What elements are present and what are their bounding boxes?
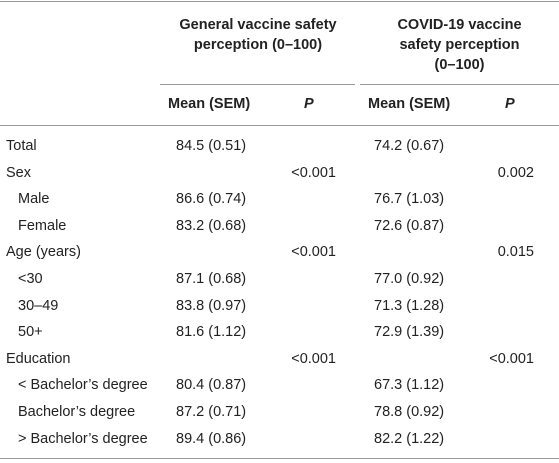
cell-covid-mean: 72.9 (1.39) xyxy=(374,324,445,341)
row-label: Sex xyxy=(6,164,31,181)
row-label: Bachelor’s degree xyxy=(18,404,136,420)
cell-covid-p: 0.002 xyxy=(497,164,534,181)
cell-general-mean: 87.2 (0.71) xyxy=(176,404,247,420)
row-label: 50+ xyxy=(18,324,43,341)
cell-general-mean: 86.6 (0.74) xyxy=(176,191,247,208)
cell-covid-p: 0.015 xyxy=(497,244,534,261)
bottom-rule xyxy=(0,458,559,459)
cell-general-mean: 83.2 (0.68) xyxy=(176,217,247,234)
row-label: > Bachelor’s degree xyxy=(18,430,148,447)
header-bottom-rule xyxy=(0,125,559,126)
cell-general-mean: 80.4 (0.87) xyxy=(176,377,247,394)
group-header-general: General vaccine safety perception (0–100… xyxy=(158,15,358,55)
group-header-general-line2: perception (0–100) xyxy=(193,37,323,53)
row-label: Age (years) xyxy=(6,244,81,261)
cell-covid-mean: 77.0 (0.92) xyxy=(374,271,445,287)
row-label: Education xyxy=(6,350,71,367)
col-header-covid-mean: Mean (SEM) xyxy=(368,96,451,112)
row-label: Total xyxy=(6,138,37,154)
cell-covid-mean: 72.6 (0.87) xyxy=(374,217,445,234)
cell-general-mean: 81.6 (1.12) xyxy=(176,324,247,341)
cell-general-mean: 89.4 (0.86) xyxy=(176,430,247,447)
group-header-covid-line1: COVID-19 vaccine xyxy=(397,17,522,33)
group-header-general-line1: General vaccine safety xyxy=(179,17,337,33)
cell-covid-mean: 74.2 (0.67) xyxy=(374,138,445,154)
cell-covid-mean: 67.3 (1.12) xyxy=(374,377,445,394)
cell-covid-mean: 78.8 (0.92) xyxy=(374,404,445,420)
col-header-general-mean: Mean (SEM) xyxy=(168,96,251,112)
cell-covid-mean: 76.7 (1.03) xyxy=(374,191,445,208)
cell-general-p: <0.001 xyxy=(291,350,336,367)
top-rule xyxy=(0,1,559,2)
group-header-covid-line3: (0–100) xyxy=(434,57,485,73)
cell-general-mean: 83.8 (0.97) xyxy=(176,297,247,314)
row-label: Male xyxy=(18,191,50,208)
cell-covid-p: <0.001 xyxy=(489,350,534,367)
cell-general-mean: 84.5 (0.51) xyxy=(176,138,247,154)
group1-underline xyxy=(160,84,355,85)
row-label: <30 xyxy=(18,271,43,287)
row-label: Female xyxy=(18,217,67,234)
cell-general-mean: 87.1 (0.68) xyxy=(176,271,247,287)
cell-general-p: <0.001 xyxy=(291,164,336,181)
row-label: 30–49 xyxy=(18,297,59,314)
cell-covid-mean: 82.2 (1.22) xyxy=(374,430,445,447)
cell-general-p: <0.001 xyxy=(291,244,336,261)
cell-covid-mean: 71.3 (1.28) xyxy=(374,297,445,314)
group-header-covid-line2: safety perception xyxy=(399,37,520,53)
group2-underline xyxy=(360,84,559,85)
row-label: < Bachelor’s degree xyxy=(18,377,148,394)
col-header-general-p: P xyxy=(304,96,314,112)
group-header-covid: COVID-19 vaccine safety perception (0–10… xyxy=(360,15,559,75)
col-header-covid-p: P xyxy=(505,96,515,112)
